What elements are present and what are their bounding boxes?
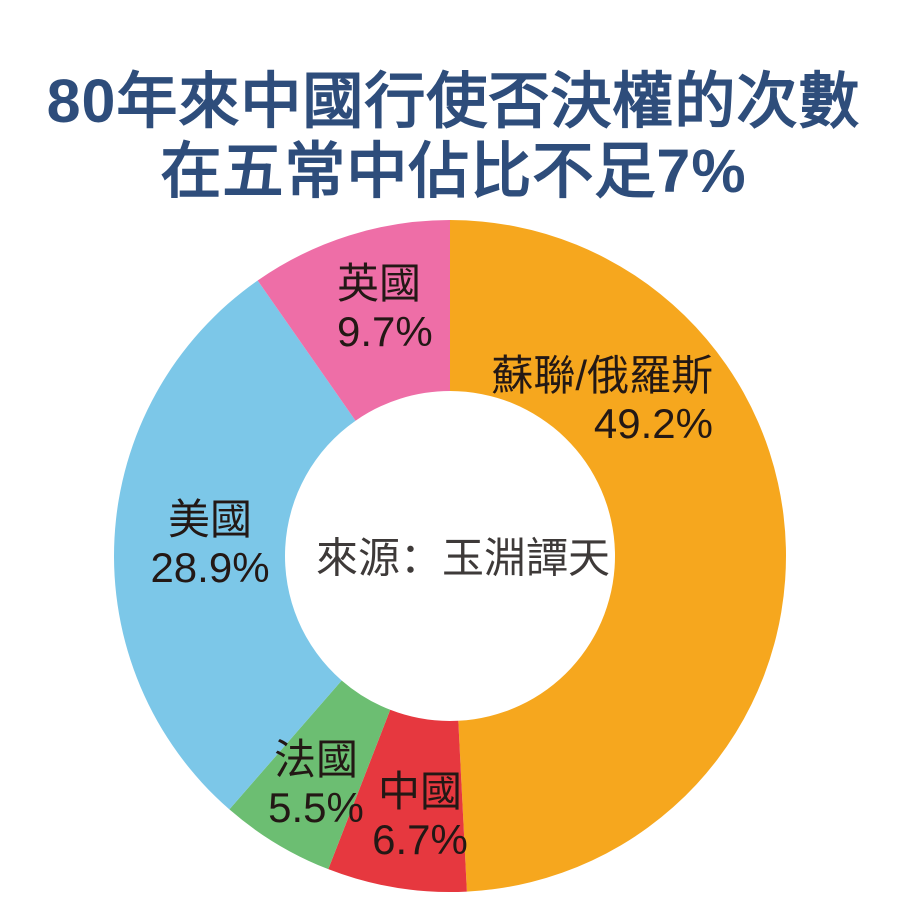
source-note: 來源：玉淵譚天 bbox=[315, 534, 611, 582]
segment-label-usa: 美國 28.9% bbox=[150, 496, 269, 592]
segment-name-france: 法國 bbox=[273, 736, 359, 783]
pie-segment-2 bbox=[229, 680, 391, 870]
segment-name-ussr-russia: 蘇聯/俄羅斯 bbox=[491, 352, 713, 399]
segment-label-ussr-russia: 蘇聯/俄羅斯 49.2% bbox=[491, 352, 713, 448]
pie-segment-4 bbox=[257, 220, 450, 421]
segment-name-usa: 美國 bbox=[167, 496, 252, 543]
segment-name-uk: 英國 bbox=[337, 260, 422, 307]
segment-value-ussr-russia: 49.2% bbox=[593, 400, 713, 447]
segment-value-france: 5.5% bbox=[268, 784, 364, 831]
page-title-line2: 在五常中佔比不足7% bbox=[160, 137, 747, 205]
pie-segment-1 bbox=[328, 709, 467, 892]
page-title-line1: 80年來中國行使否決權的次數 bbox=[46, 67, 861, 135]
segment-value-china: 6.7% bbox=[372, 816, 468, 863]
segment-label-china: 中國 6.7% bbox=[372, 768, 468, 864]
pie-segment-0 bbox=[450, 220, 786, 892]
page-title: 80年來中國行使否決權的次數 在五常中佔比不足7% bbox=[0, 66, 907, 206]
pie-segment-3 bbox=[114, 280, 356, 810]
segment-value-usa: 28.9% bbox=[150, 544, 270, 591]
segment-name-china: 中國 bbox=[377, 768, 463, 815]
segment-label-france: 法國 5.5% bbox=[268, 736, 364, 832]
segment-value-uk: 9.7% bbox=[337, 308, 433, 355]
segment-label-uk: 英國 9.7% bbox=[337, 260, 433, 356]
